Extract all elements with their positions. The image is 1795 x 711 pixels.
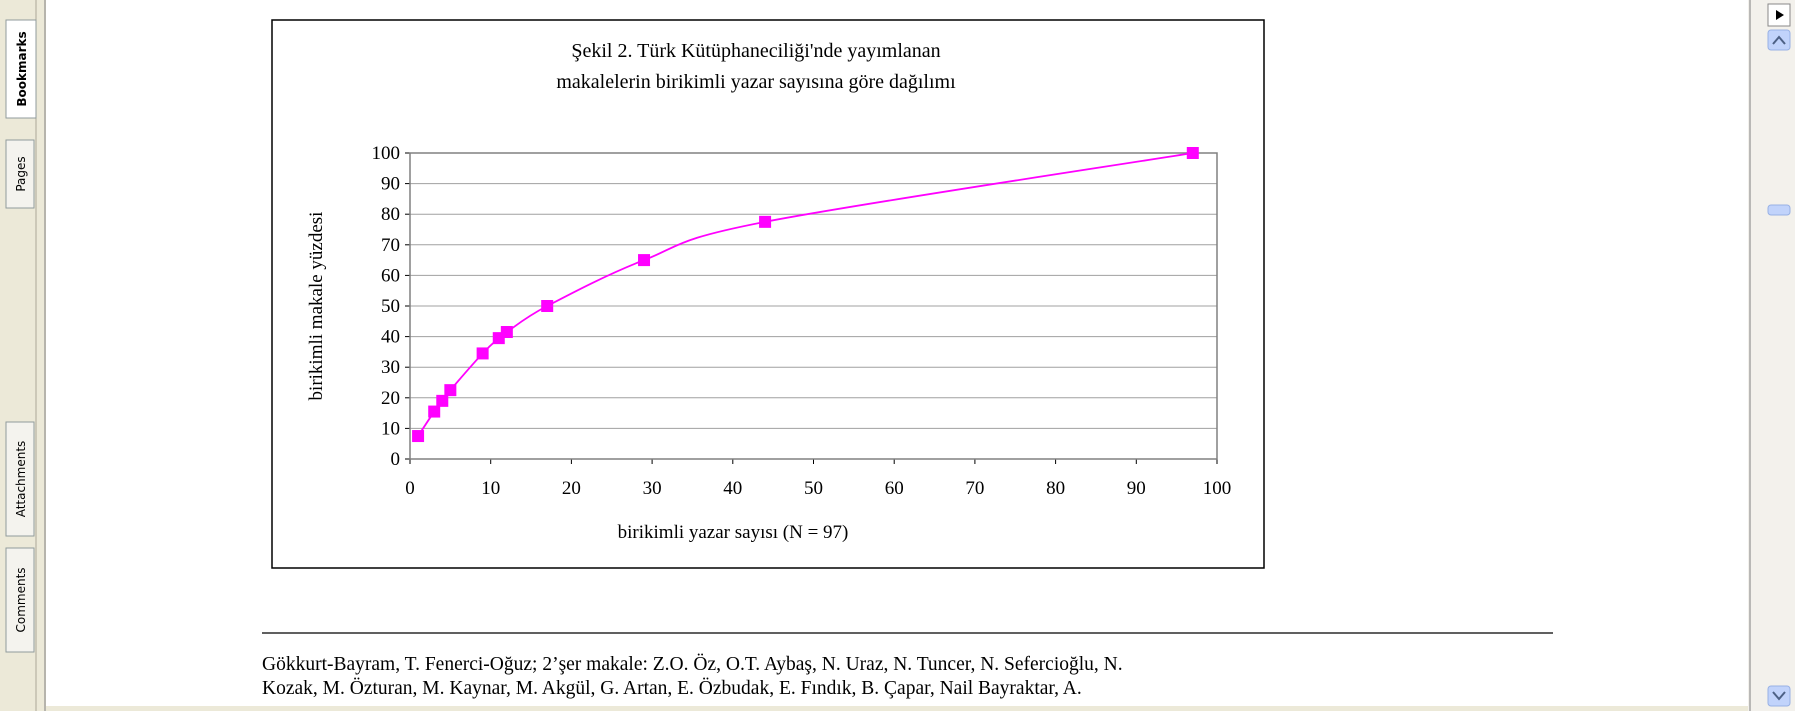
x-tick-label: 40 bbox=[723, 478, 742, 499]
tab-label[interactable]: Attachments bbox=[14, 441, 28, 518]
x-tick-label: 10 bbox=[481, 478, 500, 499]
y-tick-label: 70 bbox=[381, 235, 400, 256]
up-icon bbox=[1772, 35, 1786, 45]
x-tick-label: 80 bbox=[1046, 478, 1065, 499]
marker bbox=[428, 405, 441, 418]
tab-bookmarks[interactable]: Bookmarks bbox=[5, 19, 37, 119]
x-tick-label: 30 bbox=[643, 478, 662, 499]
x-tick-label: 90 bbox=[1127, 478, 1146, 499]
tab-label[interactable]: Comments bbox=[14, 567, 28, 632]
x-tick-label: 50 bbox=[804, 478, 823, 499]
y-tick-label: 60 bbox=[381, 265, 400, 286]
scroll-thumb[interactable] bbox=[1767, 204, 1791, 216]
x-tick-label: 100 bbox=[1203, 478, 1232, 499]
y-tick-label: 30 bbox=[381, 357, 400, 378]
marker bbox=[444, 384, 457, 397]
marker bbox=[412, 430, 425, 443]
footnote-line: Gökkurt-Bayram, T. Fenerci-Oğuz; 2’şer m… bbox=[262, 654, 1123, 675]
marker bbox=[436, 394, 449, 407]
tab-label[interactable]: Pages bbox=[14, 156, 28, 191]
x-tick-label: 20 bbox=[562, 478, 581, 499]
x-axis-label: birikimli yazar sayısı (N = 97) bbox=[618, 522, 849, 543]
marker bbox=[476, 347, 489, 360]
y-tick-label: 50 bbox=[381, 296, 400, 317]
tab-comments[interactable]: Comments bbox=[5, 547, 35, 653]
tab-attachments[interactable]: Attachments bbox=[5, 421, 35, 537]
y-tick-label: 90 bbox=[381, 174, 400, 195]
down-icon bbox=[1772, 691, 1786, 701]
tab-label[interactable]: Bookmarks bbox=[15, 31, 29, 106]
y-tick-label: 0 bbox=[391, 449, 401, 470]
y-tick-label: 40 bbox=[381, 327, 400, 348]
y-tick-label: 10 bbox=[381, 418, 400, 439]
plot: 0 10 20 30 40 50 60 70 80 90 100 0 10 20 30 40 50 60 70 80 9… bbox=[372, 143, 1232, 499]
scroll-down[interactable] bbox=[1767, 685, 1791, 707]
tab-pages[interactable]: Pages bbox=[5, 139, 35, 209]
x-tick-label: 0 bbox=[405, 478, 415, 499]
chart-title: Şekil 2. Türk Kütüphaneciliği'nde yayıml… bbox=[571, 40, 940, 62]
x-tick-label: 60 bbox=[885, 478, 904, 499]
y-tick-label: 80 bbox=[381, 204, 400, 225]
marker bbox=[759, 215, 772, 228]
bottom-edge bbox=[46, 706, 1748, 711]
plot-border bbox=[409, 152, 1218, 460]
y-tick-label: 100 bbox=[372, 143, 401, 164]
chart-title: makalelerin birikimli yazar sayısına gör… bbox=[556, 71, 956, 93]
next-icon bbox=[1776, 10, 1784, 20]
scrollbar bbox=[1748, 0, 1795, 711]
y-tick-label: 20 bbox=[381, 388, 400, 409]
scroll-up[interactable] bbox=[1767, 29, 1791, 51]
x-tick-label: 70 bbox=[965, 478, 984, 499]
footnote-line: Kozak, M. Özturan, M. Kaynar, M. Akgül, … bbox=[262, 678, 1082, 699]
marker bbox=[638, 254, 651, 267]
y-axis-label: birikimli makale yüzdesi bbox=[306, 212, 327, 401]
marker bbox=[541, 300, 554, 312]
marker bbox=[500, 326, 513, 339]
marker bbox=[1186, 147, 1199, 159]
